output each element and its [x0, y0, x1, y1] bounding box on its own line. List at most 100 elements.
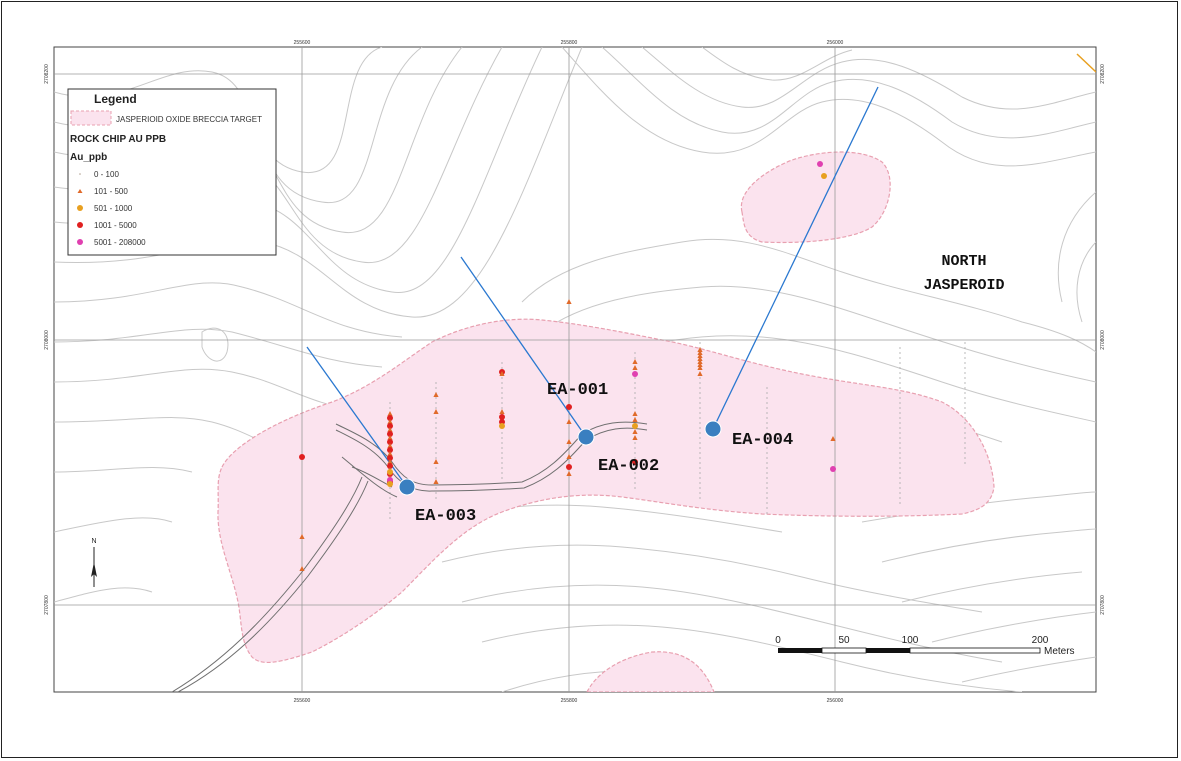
drill-label-ea-002[interactable]: EA-002 [598, 457, 659, 476]
drill-label-ea-003[interactable]: EA-003 [415, 507, 476, 526]
sample-101-500 [697, 356, 703, 361]
grid-label-bottom: 255800 [561, 698, 578, 704]
legend-box: Legend JASPERIOID OXIDE BRECCIA TARGET R… [67, 88, 277, 256]
grid-label-right: 2708200 [1100, 64, 1106, 84]
legend-title: Legend [94, 92, 137, 106]
scale-tick-label: 200 [1032, 635, 1049, 646]
legend-circle-icon [77, 239, 83, 245]
grid-label-top: 256000 [827, 40, 844, 46]
jasperoid-target-north [740, 151, 891, 244]
legend-dot-icon [79, 173, 81, 175]
area-label-jasperoid: JASPEROID [923, 277, 1004, 294]
sample-class-3 [632, 459, 638, 465]
sample-class-2 [387, 469, 393, 475]
sample-101-500 [697, 350, 703, 355]
sample-101-500 [830, 436, 836, 441]
sample-101-500 [433, 409, 439, 414]
boundary-line [1076, 53, 1096, 73]
area-label-north: NORTH [941, 253, 986, 270]
grid-labels: 255600 255800 256000 255600 255800 25600… [44, 40, 1106, 704]
drill-collars[interactable] [398, 420, 722, 496]
sample-class-3 [387, 415, 393, 421]
grid-label-bottom: 255600 [294, 698, 311, 704]
sample-101-500 [387, 419, 393, 424]
sample-class-2 [821, 173, 827, 179]
sample-101-500 [387, 427, 393, 432]
sample-class-4 [632, 371, 638, 377]
sample-101-500 [387, 459, 393, 464]
jasperoid-target-south [586, 651, 715, 692]
scale-bar: 0 50 100 200 Meters [775, 635, 1074, 657]
legend-class-label: 1001 - 5000 [94, 221, 137, 230]
sample-class-3 [387, 463, 393, 469]
sample-101-500 [387, 443, 393, 448]
grid-label-left: 2707800 [44, 595, 50, 615]
sample-101-500 [697, 362, 703, 367]
collar-ea-003[interactable] [398, 478, 416, 496]
sample-101-500 [697, 371, 703, 376]
sample-101-500 [387, 435, 393, 440]
sample-101-500 [566, 419, 572, 424]
north-arrow-label: N [91, 538, 96, 545]
rock-chip-samples [299, 161, 836, 571]
sample-101-500 [697, 359, 703, 364]
scale-tick-label: 0 [775, 635, 781, 646]
scale-unit-label: Meters [1044, 646, 1075, 657]
sample-101-500 [632, 417, 638, 422]
coordinate-grid [54, 47, 1096, 692]
sample-class-2 [387, 481, 393, 487]
sample-101-500 [299, 566, 305, 571]
north-arrow-icon: N [91, 538, 97, 587]
drill-trace-ea-001 [460, 256, 587, 438]
sample-class-3 [499, 414, 505, 420]
sample-class-3 [387, 439, 393, 445]
collar-ea-004[interactable] [704, 420, 722, 438]
drill-label-ea-004[interactable]: EA-004 [732, 431, 793, 450]
grid-label-right: 2707800 [1100, 595, 1106, 615]
scale-tick-label: 100 [902, 635, 919, 646]
sample-class-3 [387, 431, 393, 437]
sample-class-2 [499, 423, 505, 429]
sample-101-500 [499, 371, 505, 376]
sample-101-500 [697, 347, 703, 352]
sample-101-500 [566, 454, 572, 459]
sample-101-500 [499, 409, 505, 414]
sample-class-4 [830, 466, 836, 472]
collar-ea-001-002[interactable] [577, 428, 595, 446]
sample-101-500 [632, 411, 638, 416]
grid-label-top: 255600 [294, 40, 311, 46]
sample-101-500 [697, 365, 703, 370]
sample-101-500 [566, 471, 572, 476]
scale-tick-label: 50 [838, 635, 850, 646]
grid-label-top: 255800 [561, 40, 578, 46]
jasperoid-target-main [217, 318, 995, 663]
sample-101-500 [632, 429, 638, 434]
legend-circle-icon [77, 205, 83, 211]
legend-field-name: Au_ppb [70, 152, 107, 163]
sample-101-500 [433, 459, 439, 464]
sample-101-500 [566, 299, 572, 304]
sample-class-2 [632, 423, 638, 429]
sample-class-3 [566, 464, 572, 470]
grid-label-bottom: 256000 [827, 698, 844, 704]
sample-101-500 [632, 365, 638, 370]
sample-class-3 [566, 404, 572, 410]
sample-class-3 [387, 423, 393, 429]
legend-class-label: 0 - 100 [94, 170, 119, 179]
sample-class-3 [387, 447, 393, 453]
grid-label-left: 2708200 [44, 64, 50, 84]
drill-label-ea-001[interactable]: EA-001 [547, 381, 608, 400]
sample-101-500 [299, 534, 305, 539]
legend-class-label: 101 - 500 [94, 187, 128, 196]
legend-circle-icon [77, 222, 83, 228]
legend-rock-chip-title: ROCK CHIP AU PPB [70, 134, 166, 145]
grid-label-right: 2708000 [1100, 330, 1106, 350]
grid-label-left: 2708000 [44, 330, 50, 350]
sample-101-500 [697, 353, 703, 358]
legend-target-swatch [70, 110, 112, 126]
sample-101-500 [433, 479, 439, 484]
sample-101-500 [387, 451, 393, 456]
legend-target-label: JASPERIOID OXIDE BRECCIA TARGET [116, 115, 262, 124]
